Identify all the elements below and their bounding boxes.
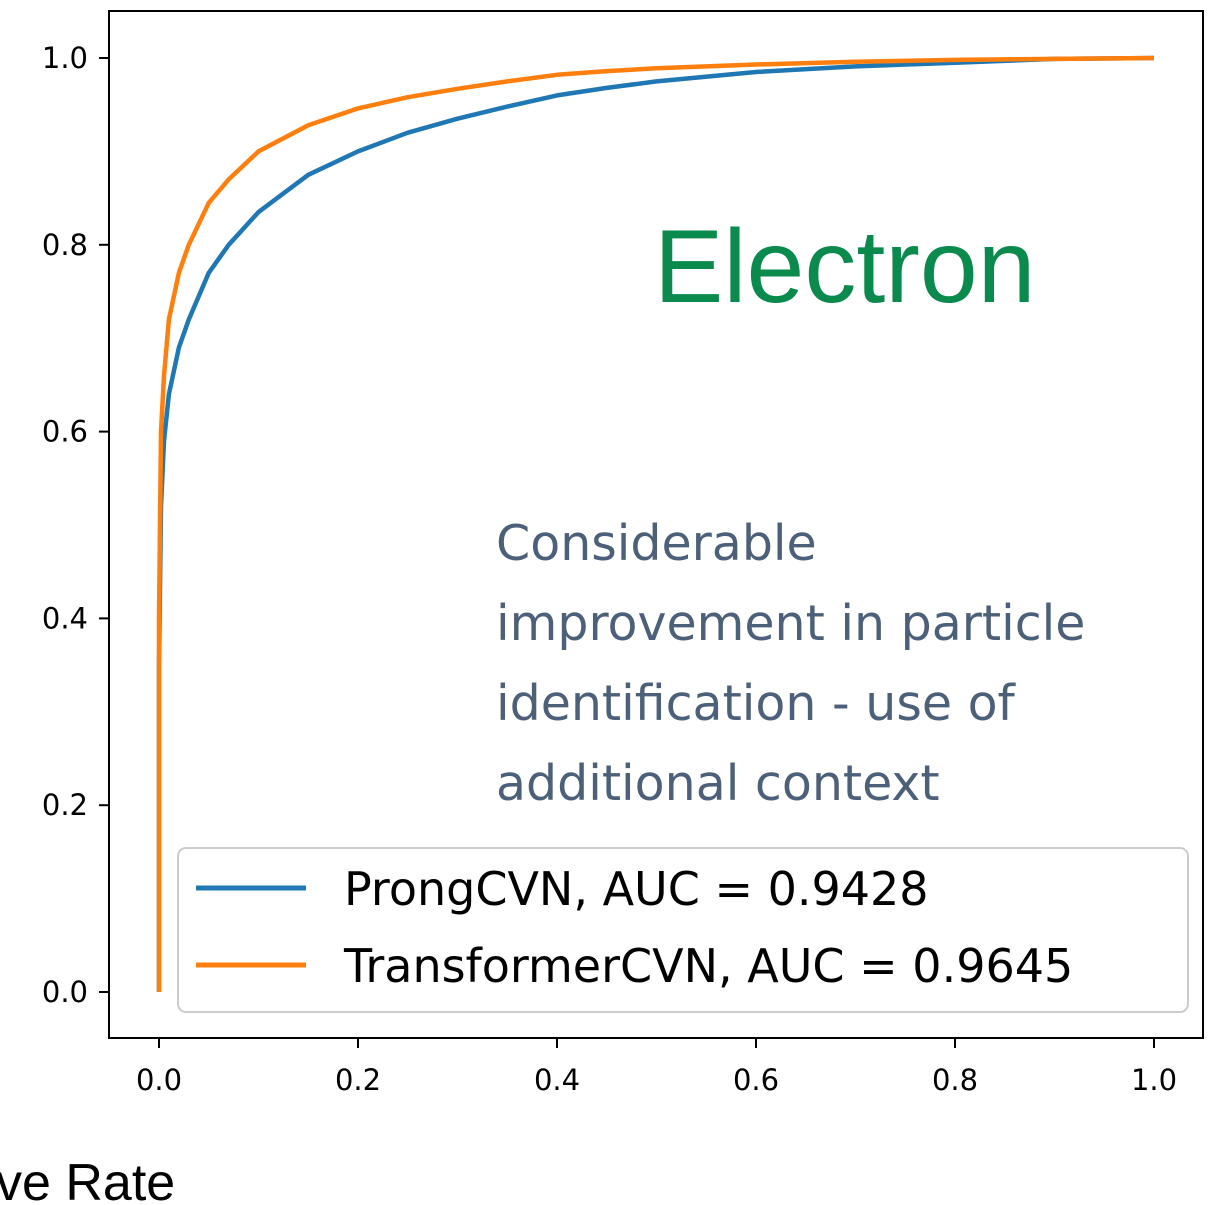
plot-frame [108,10,1204,1039]
annotation-line: identification - use of [496,675,1017,732]
annotation-line: additional context [496,755,940,812]
series-line-1 [156,55,1155,992]
x-axis-label: ve Rate [0,1154,175,1205]
x-axis-ticks: 0.0 0.2 0.4 0.6 0.8 1.0 [136,1038,1177,1097]
y-tick-label: 0.0 [42,975,88,1009]
y-tick-label: 0.6 [42,415,88,449]
x-tick-label: 1.0 [1131,1063,1177,1097]
legend: ProngCVN, AUC = 0.9428 TransformerCVN, AU… [177,847,1189,1013]
series-layer [156,55,1155,992]
annotation-title: Electron [654,209,1036,325]
legend-label: ProngCVN, AUC = 0.9428 [344,862,929,916]
y-tick-label: 1.0 [42,41,88,75]
annotation-line: improvement in particle [496,595,1085,652]
y-tick-label: 0.2 [42,788,88,822]
y-tick-label: 0.8 [42,228,88,262]
annotation-line: Considerable [496,515,817,572]
x-tick-label: 0.2 [335,1063,381,1097]
x-tick-label: 0.4 [534,1063,580,1097]
legend-box [177,847,1189,1013]
x-tick-label: 0.6 [733,1063,779,1097]
legend-items: ProngCVN, AUC = 0.9428 TransformerCVN, AU… [196,862,1073,993]
annotation-text: Considerable improvement in particle ident… [496,515,1085,812]
series-line-0 [156,55,1155,992]
y-axis-ticks: 0.0 0.2 0.4 0.6 0.8 1.0 [42,41,109,1009]
x-tick-label: 0.8 [932,1063,978,1097]
y-tick-label: 0.4 [42,601,88,635]
legend-label: TransformerCVN, AUC = 0.9645 [343,939,1073,993]
x-tick-label: 0.0 [136,1063,182,1097]
